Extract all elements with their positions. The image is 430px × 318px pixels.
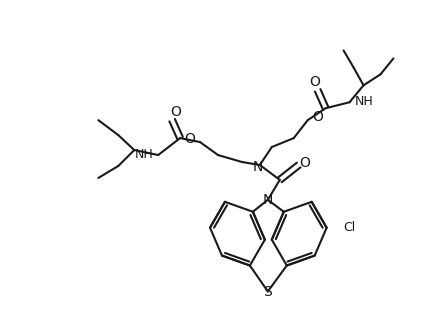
- Text: NH: NH: [135, 148, 153, 161]
- Text: O: O: [171, 105, 181, 119]
- Text: Cl: Cl: [344, 221, 356, 234]
- Text: NH: NH: [355, 95, 373, 108]
- Text: O: O: [313, 110, 323, 124]
- Text: N: N: [253, 160, 263, 174]
- Text: O: O: [299, 156, 310, 170]
- Text: N: N: [263, 193, 273, 207]
- Text: O: O: [309, 75, 320, 89]
- Text: S: S: [264, 286, 272, 300]
- Text: O: O: [184, 132, 195, 146]
